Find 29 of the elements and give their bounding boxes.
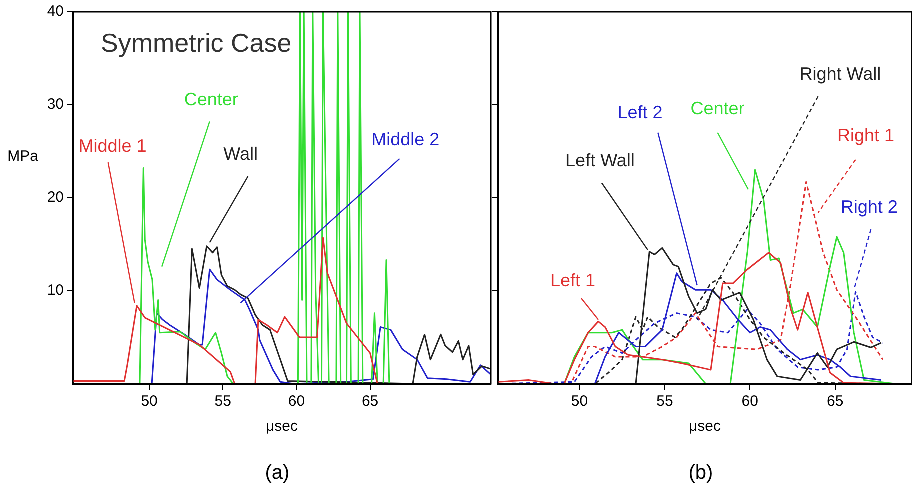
x-tick-label: 50 [141, 393, 158, 410]
text: Right 2 [840, 197, 898, 218]
x-tick-label: 50 [571, 393, 588, 410]
x-axis-title: μsec [266, 418, 298, 436]
series-label: Left 1 [550, 270, 596, 291]
x-tick-label: 65 [362, 393, 379, 410]
y-axis-title: MPa [8, 148, 40, 166]
text: Wall [224, 144, 258, 164]
text: Middle 2 [372, 129, 440, 150]
text: Symmetric Case [101, 28, 292, 58]
text: Right 1 [837, 126, 895, 146]
x-tick-label: 55 [656, 393, 674, 410]
y-tick-label: 40 [47, 3, 64, 20]
text: Center [184, 89, 238, 110]
text: Middle 1 [78, 136, 147, 156]
x-tick-label: 55 [214, 393, 232, 410]
x-axis-title: μsec [689, 418, 722, 436]
y-tick-label: 20 [47, 189, 64, 206]
text: (b) [688, 462, 714, 485]
text: Right Wall [800, 64, 882, 84]
y-tick-label: 10 [47, 282, 64, 300]
text: Left 2 [618, 102, 663, 122]
text: (a) [264, 462, 291, 485]
y-tick-label: 30 [47, 96, 64, 114]
x-tick-label: 60 [288, 393, 306, 410]
x-tick-label: 65 [826, 393, 844, 410]
text: Left Wall [566, 150, 635, 171]
text: Center [690, 98, 745, 119]
x-tick-label: 60 [742, 393, 758, 410]
